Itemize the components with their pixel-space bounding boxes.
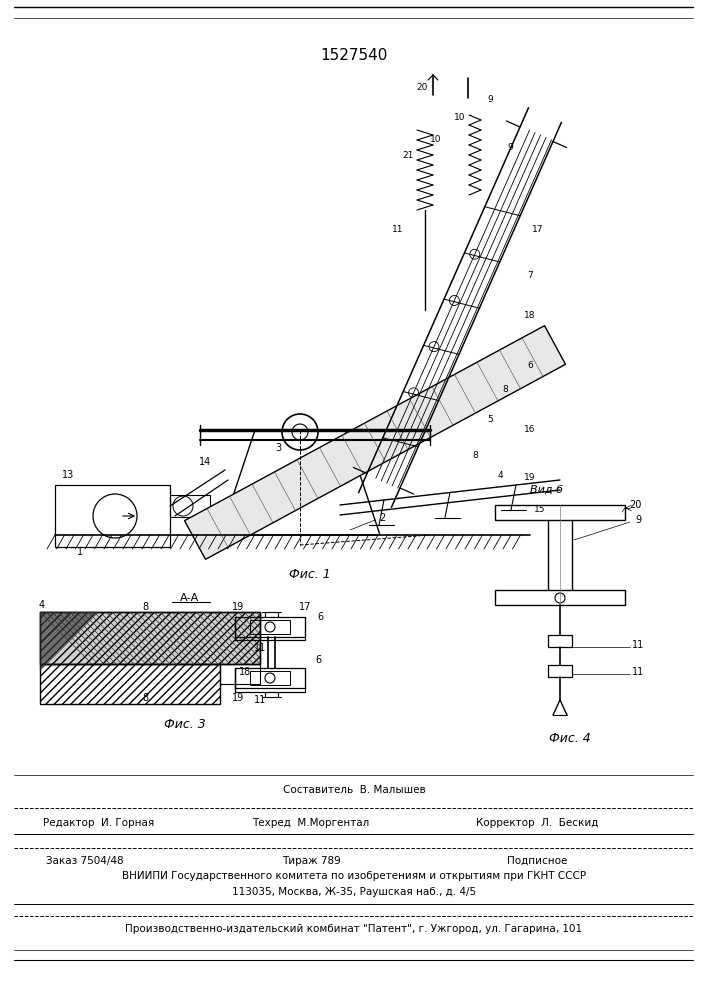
Text: 9: 9 (507, 143, 513, 152)
Bar (40, 612, 260, 664)
Text: Фис. 4: Фис. 4 (549, 732, 591, 744)
Text: 4: 4 (39, 600, 45, 610)
Bar (548, 635, 572, 647)
Text: 8: 8 (142, 602, 148, 612)
Text: 113035, Москва, Ж-35, Раушская наб., д. 4/5: 113035, Москва, Ж-35, Раушская наб., д. … (232, 887, 476, 897)
Text: 10: 10 (431, 135, 442, 144)
Text: 4: 4 (497, 471, 503, 480)
Bar (495, 590, 625, 605)
Text: 14: 14 (199, 457, 211, 467)
Text: Фис. 3: Фис. 3 (164, 718, 206, 732)
Text: 11: 11 (254, 643, 266, 653)
Text: 10: 10 (455, 113, 466, 122)
Text: 6: 6 (315, 655, 321, 665)
Text: 21: 21 (402, 150, 414, 159)
Text: Фис. 1: Фис. 1 (289, 568, 331, 582)
Circle shape (282, 414, 318, 450)
Text: 13: 13 (62, 470, 74, 480)
Text: 5: 5 (487, 416, 493, 424)
Text: 1527540: 1527540 (320, 47, 387, 62)
Text: 7: 7 (527, 270, 533, 279)
Bar (55, 485, 170, 547)
Text: 8: 8 (142, 693, 148, 703)
Text: 20: 20 (629, 500, 641, 510)
Text: Составитель  В. Малышев: Составитель В. Малышев (283, 785, 426, 795)
Text: 6: 6 (527, 360, 533, 369)
Bar (250, 671, 290, 685)
Text: 8: 8 (472, 450, 478, 460)
Text: 11: 11 (254, 695, 266, 705)
Circle shape (429, 342, 439, 352)
Text: Техред  М.Моргентал: Техред М.Моргентал (252, 818, 370, 828)
Text: ВНИИПИ Государственного комитета по изобретениям и открытиям при ГКНТ СССР: ВНИИПИ Государственного комитета по изоб… (122, 871, 586, 881)
Text: 19: 19 (232, 602, 244, 612)
Bar (40, 664, 220, 704)
Text: Заказ 7504/48: Заказ 7504/48 (46, 856, 124, 866)
Text: 19: 19 (232, 693, 244, 703)
Polygon shape (185, 326, 566, 559)
Bar (548, 665, 572, 677)
Bar (235, 668, 305, 688)
Text: 6: 6 (317, 612, 323, 622)
Text: 8: 8 (502, 385, 508, 394)
Text: 20: 20 (416, 84, 428, 93)
Text: Тираж 789: Тираж 789 (281, 856, 341, 866)
Circle shape (450, 295, 460, 305)
Text: 11: 11 (632, 640, 644, 650)
Circle shape (409, 388, 419, 398)
Bar (40, 612, 260, 664)
Text: 18: 18 (525, 310, 536, 320)
Text: Подписное: Подписное (507, 856, 568, 866)
Text: 3: 3 (275, 443, 281, 453)
Circle shape (469, 249, 480, 259)
Bar (170, 495, 210, 517)
Text: 15: 15 (534, 506, 546, 514)
Bar (250, 620, 290, 634)
Text: 18: 18 (239, 667, 251, 677)
Text: 9: 9 (635, 515, 641, 525)
Text: 11: 11 (392, 226, 404, 234)
Bar (495, 505, 625, 520)
Text: Вид б: Вид б (530, 485, 563, 495)
Text: 19: 19 (525, 474, 536, 483)
Text: Редактор  И. Горная: Редактор И. Горная (43, 818, 155, 828)
Text: 9: 9 (487, 96, 493, 104)
Bar (235, 617, 305, 637)
Text: 16: 16 (525, 426, 536, 434)
Text: 17: 17 (299, 602, 311, 612)
Text: 2: 2 (379, 513, 385, 523)
Text: Корректор  Л.  Бескид: Корректор Л. Бескид (476, 818, 599, 828)
Text: 11: 11 (632, 667, 644, 677)
Text: Производственно-издательский комбинат "Патент", г. Ужгород, ул. Гагарина, 101: Производственно-издательский комбинат "П… (125, 924, 583, 934)
Text: А-А: А-А (180, 593, 199, 603)
Text: 1: 1 (77, 547, 83, 557)
Bar (220, 664, 260, 684)
Text: 17: 17 (532, 226, 544, 234)
